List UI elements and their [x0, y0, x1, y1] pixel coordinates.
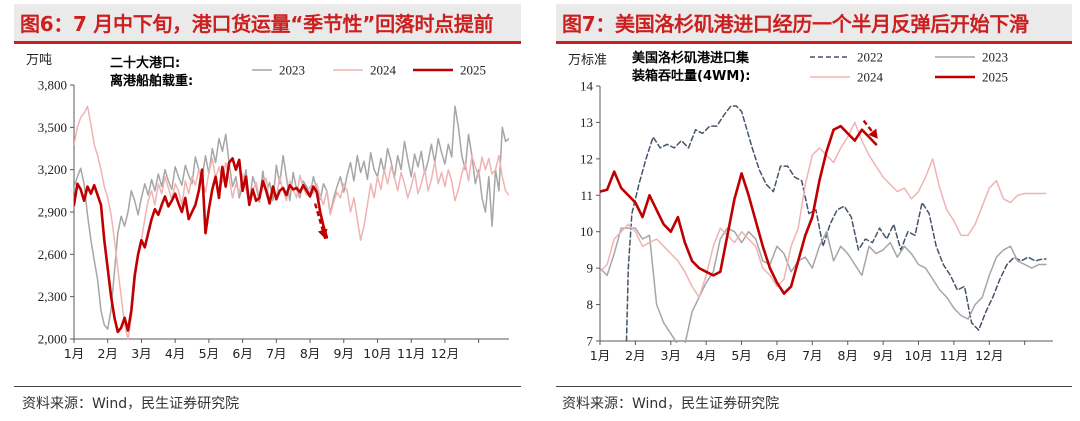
legend-label-2024: 2024 — [857, 70, 884, 85]
y-tick-label: 2,000 — [38, 332, 67, 347]
x-tick-label: 3月 — [661, 348, 681, 363]
x-tick-label: 10月 — [904, 348, 932, 363]
y-tick-label: 2,600 — [38, 247, 67, 262]
x-tick-label: 2月 — [97, 346, 117, 361]
x-tick-label: 1月 — [64, 346, 84, 361]
x-tick-label: 9月 — [873, 348, 893, 363]
x-tick-label: 11月 — [397, 346, 425, 361]
x-tick-label: 6月 — [767, 348, 787, 363]
legend-label-2024: 2024 — [370, 63, 397, 78]
x-tick-label: 5月 — [731, 348, 751, 363]
y-tick-label: 10 — [580, 224, 593, 239]
left-title-bar: 图6：7 月中下旬，港口货运量“季节性”回落时点提前 — [14, 4, 521, 44]
right-source-divider — [556, 386, 1072, 387]
y-tick-label: 11 — [580, 188, 593, 203]
legend-label-2023: 2023 — [982, 50, 1008, 65]
y-tick-label: 14 — [580, 79, 594, 94]
x-tick-label: 11月 — [940, 348, 968, 363]
x-tick-label: 6月 — [232, 346, 252, 361]
series-line-2025 — [74, 157, 329, 334]
right-chart-svg: 7 8 9 10 11 12 13 14 1月 2月 3月 4月 5月 6月 7月 8月 9月 10月 11月 12月… — [568, 50, 1053, 363]
x-tick-label: 4月 — [696, 348, 716, 363]
trend-arrow-head — [317, 228, 328, 239]
y-tick-label: 3,500 — [38, 120, 67, 135]
series-line-2023 — [600, 227, 1047, 343]
y-tick-label: 9 — [587, 261, 594, 276]
series-line-2025 — [600, 124, 878, 295]
x-tick-label: 8月 — [838, 348, 858, 363]
right-source-text: 资料来源：Wind，民生证券研究院 — [562, 396, 780, 412]
y-tick-label: 12 — [580, 151, 593, 166]
chart-annotation-line: 二十大港口: — [110, 55, 180, 71]
left-chart-svg: 2,000 2,300 2,600 2,900 3,200 3,500 3,800 1月 2月 3… — [26, 53, 509, 361]
y-tick-label: 2,900 — [38, 205, 67, 220]
legend-label-2025: 2025 — [982, 70, 1008, 85]
x-tick-label: 7月 — [802, 348, 822, 363]
y-unit-label: 万吨 — [26, 53, 52, 68]
y-tick-label: 3,200 — [38, 162, 67, 177]
left-chart-panel: 图6：7 月中下旬，港口货运量“季节性”回落时点提前 2,000 2,300 2,6… — [0, 0, 525, 421]
left-source-divider — [14, 386, 521, 387]
chart-annotation-line: 装箱吞吐量(4WM): — [631, 68, 750, 84]
x-tick-label: 9月 — [334, 346, 354, 361]
legend-label-2023: 2023 — [279, 63, 305, 78]
y-tick-label: 8 — [587, 297, 594, 312]
x-tick-label: 8月 — [300, 346, 320, 361]
right-chart-panel: 图7：美国洛杉矶港进口经历一个半月反弹后开始下滑 7 8 9 10 11 12 13 14 1月… — [548, 0, 1080, 421]
x-tick-label: 12月 — [975, 348, 1003, 363]
x-tick-label: 1月 — [590, 348, 610, 363]
y-tick-label: 2,300 — [38, 289, 67, 304]
x-tick-label: 4月 — [165, 346, 185, 361]
x-tick-label: 2月 — [625, 348, 645, 363]
right-title-bar: 图7：美国洛杉矶港进口经历一个半月反弹后开始下滑 — [556, 4, 1072, 44]
x-tick-label: 5月 — [199, 346, 219, 361]
legend-label-2022: 2022 — [857, 50, 883, 65]
chart-annotation-line: 离港船舶载重: — [110, 73, 193, 89]
trend-arrow-shaft — [313, 203, 327, 240]
y-tick-label: 13 — [580, 115, 593, 130]
series-line-2022 — [625, 105, 1047, 342]
series-group — [600, 105, 1047, 343]
x-tick-label: 7月 — [266, 346, 286, 361]
x-tick-label: 12月 — [431, 346, 459, 361]
y-unit-label: 万标准 — [568, 53, 607, 68]
y-tick-label: 7 — [587, 334, 594, 349]
x-tick-label: 10月 — [363, 346, 391, 361]
right-chart-title: 图7：美国洛杉矶港进口经历一个半月反弹后开始下滑 — [562, 12, 1029, 36]
x-tick-label: 3月 — [131, 346, 151, 361]
series-line-2024 — [600, 121, 1047, 299]
series-group — [74, 105, 509, 340]
chart-annotation-line: 美国洛杉矶港进口集 — [632, 50, 750, 66]
trend-arrow-head — [868, 128, 878, 139]
series-line-2024 — [74, 105, 509, 340]
left-chart-title: 图6：7 月中下旬，港口货运量“季节性”回落时点提前 — [20, 12, 494, 36]
legend-label-2025: 2025 — [460, 63, 486, 78]
left-source-text: 资料来源：Wind，民生证券研究院 — [22, 396, 240, 412]
y-tick-label: 3,800 — [38, 78, 67, 93]
series-line-2023 — [74, 105, 509, 330]
